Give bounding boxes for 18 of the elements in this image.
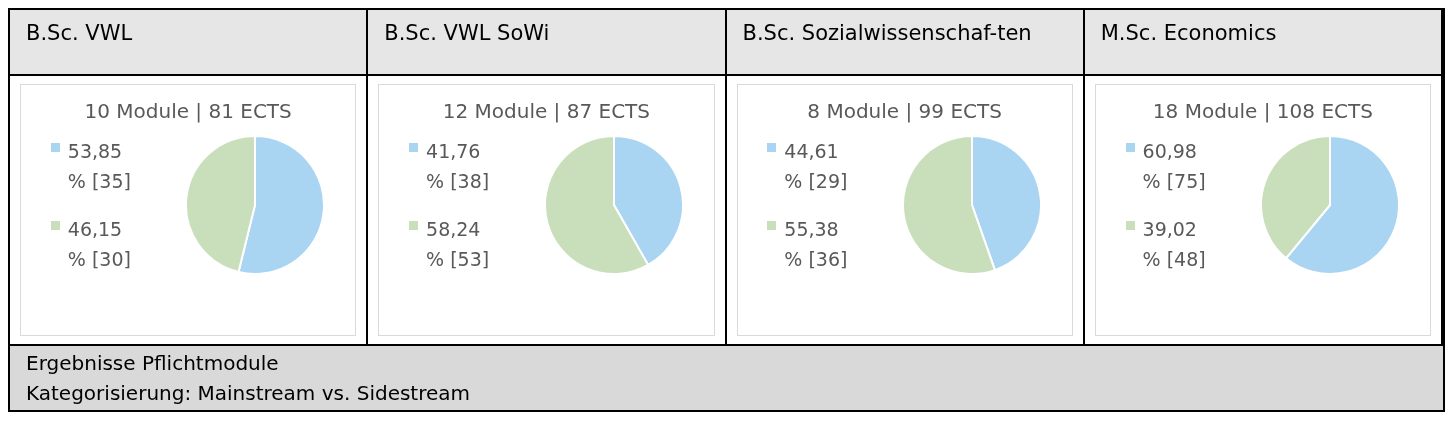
text: Kategorisierung: Mainstream vs. Sidestream: [26, 380, 472, 407]
chart-title: B.Sc. Sozialwissenschaf-ten: [726, 10, 1083, 76]
legend-label: 58,24 % [53]: [426, 217, 491, 272]
chart-title: B.Sc. VWL SoWi: [368, 10, 725, 76]
text: Ergebnisse Pflichtmodule: [26, 350, 280, 377]
chart-title: M.Sc. Economics: [1084, 10, 1441, 76]
chart-subtitle: 18 Module | 108 ECTS: [1151, 98, 1374, 125]
chart-subtitle: 8 Module | 99 ECTS: [806, 98, 1003, 125]
legend-label: 44,61 % [29]: [784, 139, 849, 194]
legend-label: 39,02 % [48]: [1142, 217, 1207, 272]
legend-label: 53,85 % [35]: [67, 139, 132, 194]
legend-label: 46,15 % [30]: [67, 217, 132, 272]
chart-subtitle: 12 Module | 87 ECTS: [441, 98, 652, 125]
legend-label: 55,38 % [36]: [784, 217, 849, 272]
legend-label: 60,98 % [75]: [1142, 139, 1207, 194]
chart-title: B.Sc. VWL: [10, 10, 367, 76]
chart-subtitle: 10 Module | 81 ECTS: [83, 98, 293, 125]
legend-label: 41,76 % [38]: [426, 139, 491, 194]
